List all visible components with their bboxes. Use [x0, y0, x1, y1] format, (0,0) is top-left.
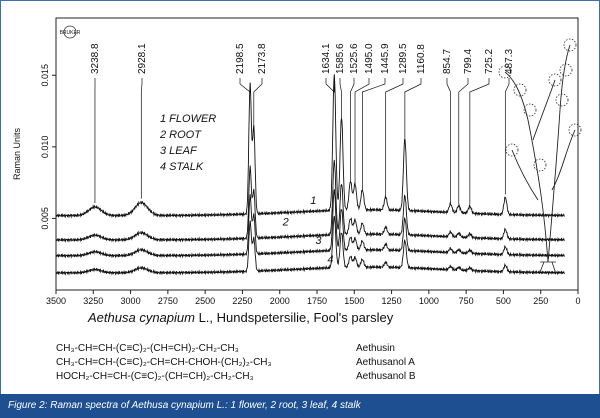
x-tick-label: 2750 [158, 296, 178, 306]
formula-text: CH₃-CH=CH-(C≡C)₂-CH=CH-CHOH-(CH₂)₂-CH₃ [56, 357, 272, 368]
plant-illustration-stem [511, 149, 539, 201]
plant-illustration-flower [548, 73, 562, 87]
plant-illustration-flower [568, 123, 582, 137]
peak-leader-line [350, 78, 355, 183]
x-tick-label: 3250 [83, 296, 103, 306]
y-tick-label: 0.005 [40, 207, 50, 230]
plant-illustration-stem [504, 71, 549, 263]
spectrum-line-2 [55, 159, 565, 243]
series-label: 3 [315, 235, 322, 247]
compound-name: Aethusin [356, 343, 395, 354]
plant-illustration-flower [498, 65, 512, 79]
plant-illustration-flower [533, 158, 547, 172]
plant-illustration-stem [547, 44, 571, 263]
peak-leader-line [354, 78, 370, 186]
peak-label: 1585.6 [335, 43, 346, 74]
peak-leader-line [504, 78, 510, 195]
peak-leader-line [253, 78, 263, 126]
x-tick-label: 1500 [344, 296, 364, 306]
series-label: 2 [282, 217, 289, 229]
y-axis-label: Raman Units [12, 127, 22, 180]
x-tick-label: 0 [575, 296, 580, 306]
plant-illustration-flower [523, 103, 537, 117]
spectrum-line-3 [55, 189, 565, 259]
logo-icon [63, 25, 77, 39]
plant-illustration-flower [513, 83, 527, 97]
formula-text: HOCH₂-CH=CH-(C≡C)₂-(CH=CH)₂-CH₂-CH₃ [56, 371, 254, 382]
x-tick-label: 1750 [307, 296, 327, 306]
plant-illustration-stem [551, 129, 576, 191]
peak-leader-line [458, 78, 469, 205]
legend-entry: 1 FLOWER [160, 113, 216, 125]
peak-label: 487.3 [504, 49, 515, 74]
y-tick-label: 0.010 [40, 136, 50, 159]
peak-label: 2198.5 [235, 43, 246, 74]
formula-row: CH₃-CH=CH-(C≡C)₂-CH=CH-CHOH-(CH₂)₂-CH₃ A… [56, 356, 476, 370]
series-label: 1 [310, 195, 316, 207]
compound-name: Aethusanol A [356, 357, 415, 368]
peak-leader-line [385, 78, 404, 199]
peak-leader-line [469, 78, 490, 205]
peak-label: 3238.8 [90, 43, 101, 74]
peak-label: 725.2 [484, 49, 495, 74]
x-tick-label: 750 [459, 296, 474, 306]
peak-label: 1160.8 [416, 44, 427, 74]
peak-leader-line [404, 78, 422, 140]
plant-name-italic: Aethusa cynapium [87, 310, 195, 325]
x-tick-label: 1250 [382, 296, 402, 306]
legend-entry: 4 STALK [160, 161, 204, 173]
series-label: 4 [327, 254, 333, 266]
x-tick-label: 2000 [270, 296, 290, 306]
raman-spectrum-chart: 3500 3250 3000 2750 2500 2250 2000 1750 1500 1250… [12, 17, 582, 325]
plant-illustration-flower [505, 143, 519, 157]
plant-name: Aethusa cynapium L., Hundspetersilie, Fo… [87, 310, 394, 325]
peak-label: 2928.1 [137, 43, 148, 74]
logo-text: BRUKER [60, 30, 81, 36]
formula-list: CH₃-CH=CH-(C≡C)₂-(CH=CH)₂-CH₂-CH₃ Aethus… [56, 342, 476, 384]
spectrum-line-4 [55, 215, 565, 276]
spectrum-line-1 [55, 74, 565, 219]
x-tick-label: 2500 [195, 296, 215, 306]
plant-illustration-stem [532, 79, 556, 141]
peak-label: 1445.9 [380, 43, 391, 74]
plant-name-rest: L., Hundspetersilie, Fool's parsley [195, 310, 394, 325]
peak-leader-line [339, 78, 342, 119]
compound-name: Aethusanol B [356, 371, 416, 382]
x-tick-label: 2250 [232, 296, 252, 306]
figure-caption: Figure 2: Raman spectra of Aethusa cynap… [0, 394, 600, 418]
legend-entry: 3 LEAF [160, 145, 198, 157]
peak-label: 799.4 [463, 49, 474, 74]
peak-label: 1289.5 [398, 43, 409, 74]
x-tick-label: 3500 [46, 296, 66, 306]
peak-label: 854.7 [442, 49, 453, 74]
plant-illustration-flower [555, 93, 569, 107]
plant-illustration-flower [563, 38, 577, 52]
peak-label: 1634.1 [321, 43, 332, 74]
x-tick-label: 250 [533, 296, 548, 306]
formula-text: CH₃-CH=CH-(C≡C)₂-(CH=CH)₂-CH₂-CH₃ [56, 343, 239, 354]
x-tick-label: 3000 [121, 296, 141, 306]
peak-leader-line [239, 78, 251, 93]
peak-label: 1495.0 [364, 43, 375, 74]
peak-leader-line [446, 78, 451, 203]
peak-label: 2173.8 [257, 43, 268, 74]
x-tick-label: 1000 [419, 296, 439, 306]
plant-illustration-flower [559, 63, 573, 77]
x-tick-label: 500 [496, 296, 511, 306]
peak-leader-line [362, 78, 386, 192]
formula-row: HOCH₂-CH=CH-(C≡C)₂-(CH=CH)₂-CH₂-CH₃ Aeth… [56, 370, 476, 384]
peak-label: 1525.6 [349, 43, 360, 74]
y-tick-label: 0.015 [40, 64, 50, 87]
peak-leader-line [325, 75, 335, 93]
peak-leader-line [140, 78, 143, 199]
formula-row: CH₃-CH=CH-(C≡C)₂-(CH=CH)₂-CH₂-CH₃ Aethus… [56, 342, 476, 356]
plant-illustration-root [539, 261, 557, 275]
legend-entry: 2 ROOT [159, 129, 202, 141]
